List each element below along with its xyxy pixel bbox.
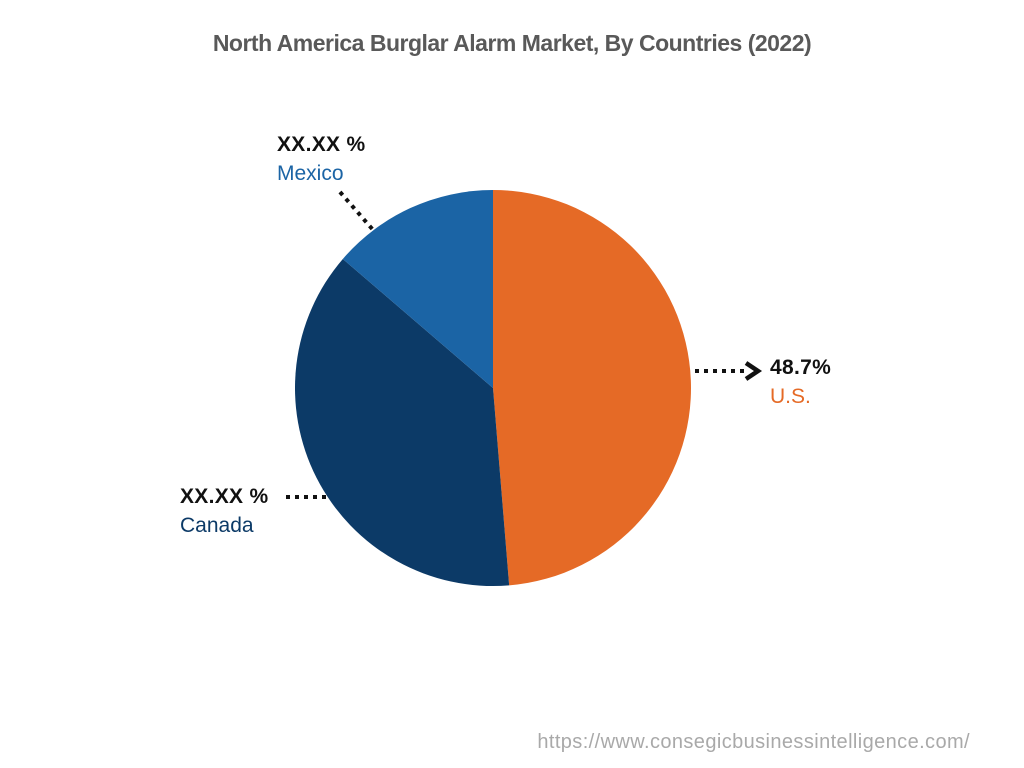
mexico-leader-line (338, 190, 376, 233)
pie-slice-mexico (342, 190, 493, 388)
mexico-label: XX.XX % Mexico (277, 133, 365, 186)
mexico-name: Mexico (277, 162, 344, 185)
canada-name: Canada (180, 514, 254, 537)
footer-url: https://www.consegicbusinessintelligence… (537, 731, 970, 753)
us-value: 48.7% (770, 356, 832, 379)
chart-title: North America Burglar Alarm Market, By C… (212, 30, 812, 56)
us-arrowhead-icon (744, 361, 763, 381)
us-name: U.S. (770, 385, 811, 408)
mexico-value: XX.XX % (277, 133, 366, 156)
us-label: 48.7% U.S. (770, 356, 831, 409)
pie-slice-us (493, 190, 691, 586)
pie-slices (294, 190, 691, 586)
canada-value: XX.XX % (180, 485, 269, 508)
canada-label: XX.XX % Canada (180, 485, 268, 538)
pie-slice-canada (294, 258, 510, 586)
